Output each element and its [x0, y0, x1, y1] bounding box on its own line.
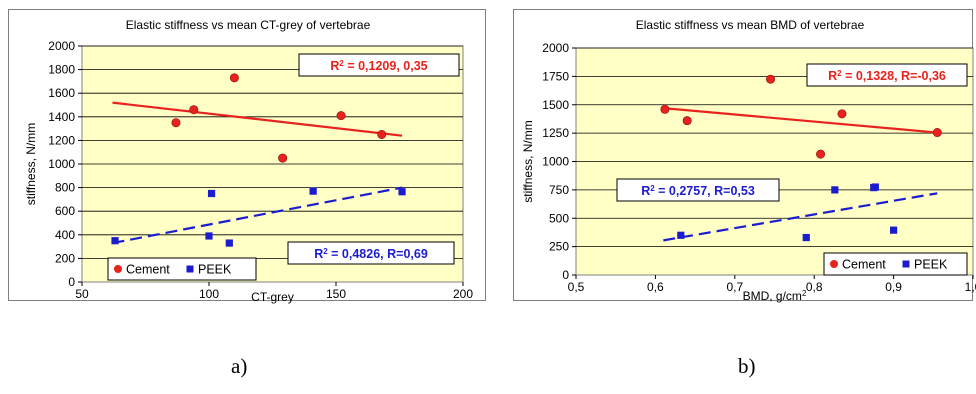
y-tick-label: 800	[55, 181, 75, 195]
x-axis-label: BMD, g/cm2	[743, 289, 807, 304]
caption-b: b)	[738, 354, 756, 378]
chart-panel-b: Elastic stiffness vs mean BMD of vertebr…	[513, 9, 976, 304]
legend-label-peek: PEEK	[914, 258, 948, 272]
point-peek	[398, 188, 406, 196]
legend-label-cement: Cement	[126, 263, 170, 277]
y-axis-label: stiffness, N/mm	[24, 123, 38, 205]
point-peek	[225, 239, 233, 247]
r-squared-box	[806, 63, 968, 87]
trendline-peek	[663, 192, 938, 242]
y-tick-label: 1400	[48, 110, 75, 124]
r-squared-label: R2 = 0,4826, R=0,69	[314, 247, 428, 262]
r-squared-label: R2 = 0,1328, R=-0,36	[828, 69, 946, 84]
x-tick-label: 200	[453, 287, 473, 301]
r-squared-box	[616, 178, 780, 202]
legend-marker-cement	[830, 260, 838, 268]
legend-marker-peek	[186, 265, 194, 273]
legend-label-peek: PEEK	[198, 263, 232, 277]
r-squared-box	[287, 241, 455, 265]
point-cement	[816, 149, 826, 159]
x-tick-label: 0,6	[647, 280, 664, 294]
point-peek	[207, 189, 216, 198]
x-tick-label: 0,9	[885, 280, 902, 294]
y-tick-label: 0	[68, 275, 75, 289]
point-cement	[660, 104, 670, 114]
y-tick-label: 1000	[542, 155, 569, 169]
legend-marker-cement	[114, 265, 122, 273]
point-cement	[682, 116, 692, 126]
y-tick-label: 1600	[48, 86, 75, 100]
point-peek	[890, 226, 898, 234]
caption-a: a)	[231, 354, 248, 378]
point-cement	[837, 109, 847, 119]
point-peek	[205, 232, 213, 240]
point-peek	[802, 233, 810, 242]
y-tick-label: 1500	[542, 98, 569, 112]
r-squared-label: R2 = 0,2757, R=0,53	[641, 184, 755, 199]
point-cement	[229, 73, 239, 83]
x-tick-label: 1,0	[965, 280, 976, 294]
y-tick-label: 1800	[48, 63, 75, 77]
point-peek	[831, 186, 839, 194]
legend-box	[823, 252, 968, 276]
y-tick-label: 2000	[48, 39, 75, 53]
y-axis-label: stiffness, N/mm	[521, 120, 535, 202]
chart-panel-a: Elastic stiffness vs mean CT-grey of ver…	[8, 9, 486, 304]
y-tick-label: 2000	[542, 41, 569, 55]
y-tick-label: 250	[549, 240, 569, 254]
x-tick-label: 0,8	[806, 280, 823, 294]
x-tick-label: 100	[199, 287, 219, 301]
point-cement	[336, 111, 346, 121]
point-peek	[111, 237, 119, 245]
x-tick-label: 0,7	[726, 280, 743, 294]
legend-box	[107, 257, 257, 281]
trendline-cement	[112, 101, 403, 137]
x-tick-label: 0,5	[568, 280, 585, 294]
y-tick-label: 750	[549, 183, 569, 197]
point-peek	[677, 231, 685, 239]
y-tick-label: 0	[562, 268, 569, 282]
legend-label-cement: Cement	[842, 258, 886, 272]
trendline-peek	[112, 186, 403, 245]
y-tick-label: 400	[55, 228, 75, 242]
point-cement	[171, 118, 181, 128]
point-peek	[309, 187, 317, 195]
y-tick-label: 500	[549, 211, 569, 225]
chart-b: Elastic stiffness vs mean BMD of vertebr…	[521, 18, 976, 304]
r-squared-box	[298, 53, 460, 77]
point-cement	[189, 105, 199, 115]
y-tick-label: 1000	[48, 157, 75, 171]
y-tick-label: 1750	[542, 69, 569, 83]
x-tick-label: 50	[75, 287, 89, 301]
point-cement	[932, 128, 942, 138]
y-tick-label: 1200	[48, 133, 75, 147]
point-peek	[871, 183, 879, 191]
trendline-cement	[663, 107, 938, 134]
point-cement	[377, 130, 387, 140]
x-tick-label: 150	[326, 287, 346, 301]
point-cement	[278, 153, 288, 163]
r-squared-label: R2 = 0,1209, 0,35	[330, 59, 427, 74]
chart-title: Elastic stiffness vs mean CT-grey of ver…	[126, 18, 371, 32]
legend-marker-peek	[902, 260, 910, 268]
point-cement	[766, 74, 776, 84]
y-tick-label: 1250	[542, 126, 569, 140]
y-tick-label: 200	[55, 251, 75, 265]
y-tick-label: 600	[55, 204, 75, 218]
chart-a: Elastic stiffness vs mean CT-grey of ver…	[24, 18, 473, 304]
x-axis-label: CT-grey	[251, 290, 294, 304]
chart-title: Elastic stiffness vs mean BMD of vertebr…	[636, 18, 865, 32]
